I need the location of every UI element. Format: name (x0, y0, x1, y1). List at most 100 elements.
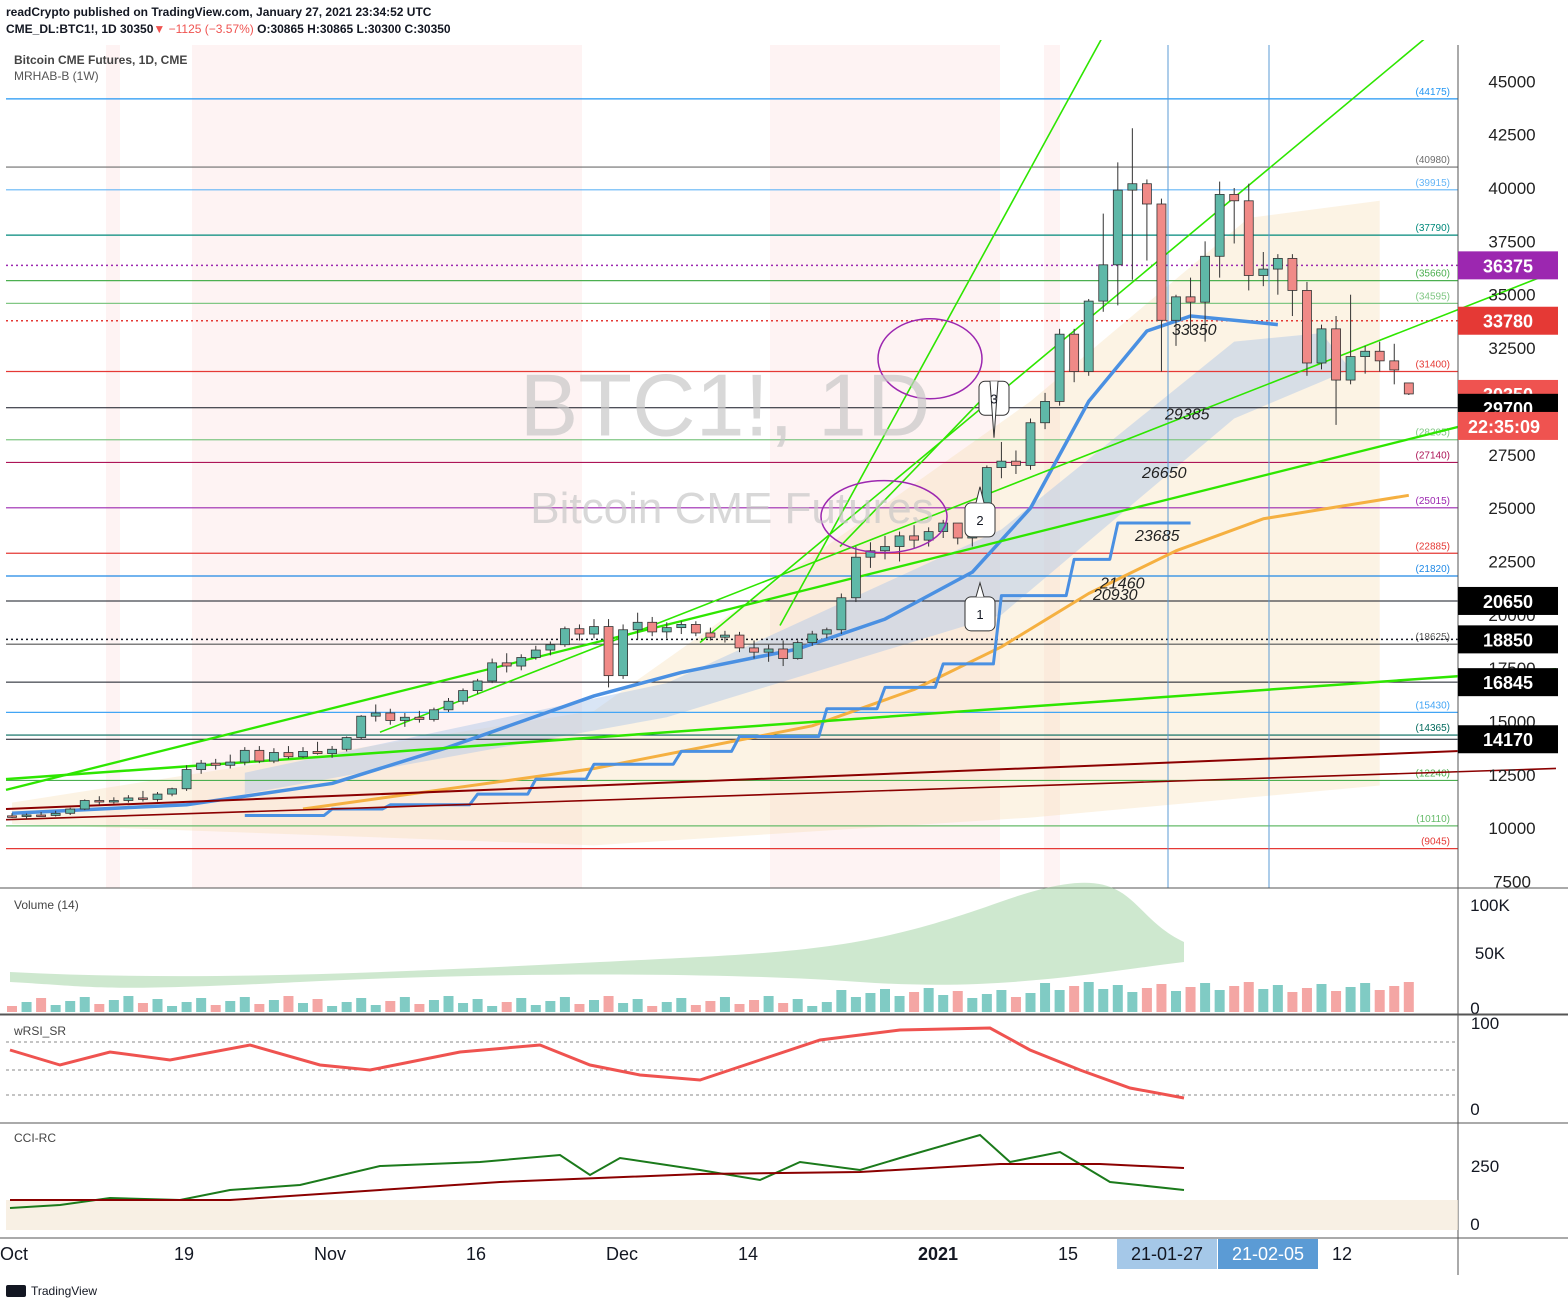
candle-body (138, 797, 148, 800)
candle-body (923, 531, 934, 541)
volume-bar (632, 999, 643, 1012)
y-tick-label: 25000 (1488, 499, 1535, 518)
candle-body (341, 737, 352, 750)
candle-body (821, 629, 832, 635)
candle-body (778, 648, 789, 659)
session-band (192, 45, 582, 888)
rsi-line (9, 1026, 1185, 1100)
price-annotation: 21460 (1099, 576, 1145, 593)
candle-body (720, 634, 730, 638)
candle-body (7, 815, 17, 818)
candle-body (1229, 193, 1240, 202)
candle-body (1069, 333, 1080, 372)
candle-body (94, 800, 105, 803)
volume-bar (647, 1006, 658, 1012)
date-marker-label: 21-01-27 (1131, 1244, 1203, 1264)
cci-line (9, 1133, 1185, 1209)
price-badge (1458, 251, 1558, 280)
candle-body (152, 793, 163, 800)
candle-body (472, 680, 483, 691)
trendline (839, 400, 981, 548)
chart-canvas[interactable]: (44175) (40980) (39915) (37790) (35660) (3459… (0, 40, 1568, 1278)
trendline (379, 270, 1557, 733)
trendline (779, 40, 1102, 626)
volume-bar (181, 1002, 192, 1012)
candle-body (1258, 268, 1269, 276)
volume-bar (414, 1004, 425, 1012)
indicator-title: MRHAB-B (1W) (14, 69, 99, 83)
candle-body (385, 712, 396, 721)
ma-blue-line (11, 314, 1279, 816)
cci-title: CCI-RC (14, 1131, 56, 1145)
volume-bar (254, 1004, 265, 1012)
volume-bar (952, 991, 963, 1012)
candle-body (618, 629, 628, 677)
volume-bar (589, 1000, 599, 1012)
price-badge-label: 36375 (1483, 256, 1533, 276)
candle-body (312, 751, 323, 754)
candle-body (1403, 382, 1414, 395)
candle-body (1360, 350, 1371, 357)
volume-bar (1141, 988, 1152, 1012)
level-label: (21820) (1416, 564, 1450, 575)
volume-bar (603, 996, 614, 1012)
volume-bar (909, 992, 920, 1012)
candle-body (123, 797, 134, 801)
volume-bar (79, 997, 90, 1012)
cci-signal-line (10, 1163, 1185, 1201)
candle-body (1171, 296, 1181, 321)
volume-bar (705, 1001, 716, 1012)
volume-axis-label: 50K (1475, 944, 1506, 963)
y-tick-label: 42500 (1488, 126, 1535, 145)
down-arrow-icon: ▼ (153, 22, 166, 36)
volume-bar (123, 996, 134, 1012)
candle-body (36, 814, 46, 817)
volume-bar (559, 997, 570, 1012)
candle-body (996, 460, 1007, 468)
level-label: (9045) (1421, 837, 1450, 848)
level-label: (15430) (1416, 700, 1450, 711)
volume-bar (690, 1005, 701, 1012)
volume-bar (1200, 983, 1211, 1012)
volume-bar (1171, 991, 1181, 1012)
x-tick-label: 15 (1058, 1244, 1078, 1264)
x-tick-label: 19 (174, 1244, 194, 1264)
volume-bar (443, 996, 454, 1012)
volume-bar (967, 998, 978, 1012)
volume-bar (1069, 986, 1080, 1012)
volume-bar (298, 1003, 308, 1012)
level-label: (37790) (1416, 223, 1450, 234)
volume-bar (1229, 986, 1240, 1012)
level-label: (14365) (1416, 723, 1450, 734)
rsi-axis-label: 0 (1470, 1100, 1479, 1119)
level-label: (22885) (1416, 541, 1450, 552)
candle-body (1011, 460, 1021, 466)
symbol-line: CME_DL:BTC1!, 1D 30350▼ −1125 (−3.57%) O… (6, 22, 451, 36)
candle-body (1243, 200, 1254, 276)
volume-bar (1054, 990, 1065, 1012)
volume-bar (1258, 989, 1269, 1012)
y-tick-label: 40000 (1488, 179, 1535, 198)
volume-bar (36, 998, 47, 1012)
y-tick-label: 27500 (1488, 446, 1535, 465)
volume-bar (1389, 986, 1400, 1012)
volume-bar (458, 1003, 469, 1012)
candle-body (210, 762, 221, 766)
volume-bar (428, 1000, 439, 1012)
volume-bar (778, 1003, 789, 1012)
candle-body (399, 716, 410, 721)
y-tick-label: 12500 (1488, 766, 1535, 785)
price-annotation: 26650 (1141, 465, 1187, 482)
volume-bar (225, 1001, 236, 1012)
candle-body (676, 624, 687, 629)
candle-body (661, 627, 672, 633)
candle-body (327, 748, 338, 754)
x-tick-label: Oct (0, 1244, 28, 1264)
volume-bar (1010, 997, 1021, 1012)
candle-body (1025, 422, 1036, 466)
candles (7, 128, 1414, 819)
level-label: (12240) (1416, 768, 1450, 779)
volume-bar (341, 1002, 352, 1012)
callout-number: 2 (976, 513, 983, 528)
volume-bar (152, 999, 163, 1012)
